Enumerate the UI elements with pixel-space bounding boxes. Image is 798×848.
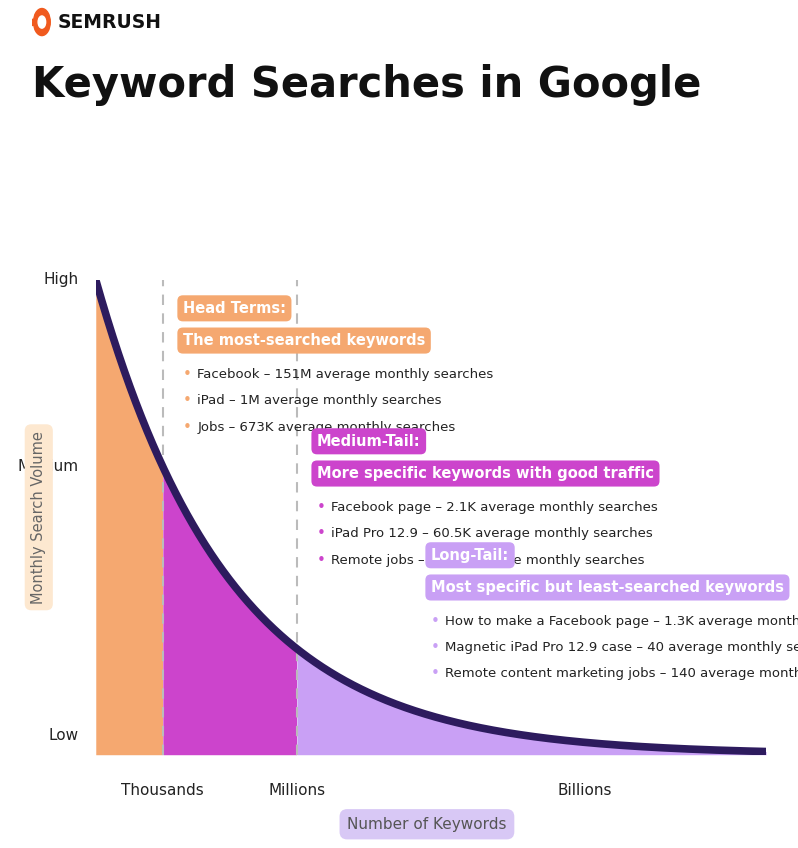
Text: Number of Keywords: Number of Keywords <box>347 817 507 832</box>
Text: How to make a Facebook page – 1.3K average monthly searches: How to make a Facebook page – 1.3K avera… <box>445 615 798 628</box>
Text: Millions: Millions <box>268 784 326 798</box>
Text: Most specific but least-searched keywords: Most specific but least-searched keyword… <box>431 580 784 595</box>
Text: •: • <box>317 500 326 515</box>
Text: Long-Tail:: Long-Tail: <box>431 548 509 563</box>
Text: Jobs – 673K average monthly searches: Jobs – 673K average monthly searches <box>197 421 456 433</box>
Text: Medium: Medium <box>18 459 79 474</box>
Text: Monthly Search Volume: Monthly Search Volume <box>31 431 46 604</box>
Text: Remote jobs – 246K average monthly searches: Remote jobs – 246K average monthly searc… <box>331 554 645 566</box>
Text: The most-searched keywords: The most-searched keywords <box>183 333 425 348</box>
Circle shape <box>34 8 50 36</box>
Circle shape <box>38 16 45 28</box>
Text: •: • <box>183 393 192 408</box>
Text: SEMRUSH: SEMRUSH <box>57 13 162 31</box>
Text: Facebook page – 2.1K average monthly searches: Facebook page – 2.1K average monthly sea… <box>331 501 658 514</box>
Text: •: • <box>183 367 192 382</box>
Text: More specific keywords with good traffic: More specific keywords with good traffic <box>317 466 654 481</box>
Text: •: • <box>431 614 440 629</box>
Text: Magnetic iPad Pro 12.9 case – 40 average monthly searches: Magnetic iPad Pro 12.9 case – 40 average… <box>445 641 798 654</box>
Text: •: • <box>183 420 192 434</box>
Text: Head Terms:: Head Terms: <box>183 301 286 315</box>
Text: Facebook – 151M average monthly searches: Facebook – 151M average monthly searches <box>197 368 493 381</box>
Text: Thousands: Thousands <box>121 784 204 798</box>
Text: iPad – 1M average monthly searches: iPad – 1M average monthly searches <box>197 394 442 407</box>
Text: •: • <box>431 667 440 682</box>
Text: Billions: Billions <box>558 784 612 798</box>
Text: Keyword Searches in Google: Keyword Searches in Google <box>32 64 701 106</box>
Text: •: • <box>317 527 326 541</box>
Text: Medium-Tail:: Medium-Tail: <box>317 434 421 449</box>
Text: iPad Pro 12.9 – 60.5K average monthly searches: iPad Pro 12.9 – 60.5K average monthly se… <box>331 527 653 540</box>
Text: •: • <box>431 640 440 656</box>
Text: •: • <box>317 553 326 567</box>
Text: Low: Low <box>49 728 79 743</box>
Text: Remote content marketing jobs – 140 average monthly searches: Remote content marketing jobs – 140 aver… <box>445 667 798 680</box>
Text: High: High <box>44 272 79 287</box>
